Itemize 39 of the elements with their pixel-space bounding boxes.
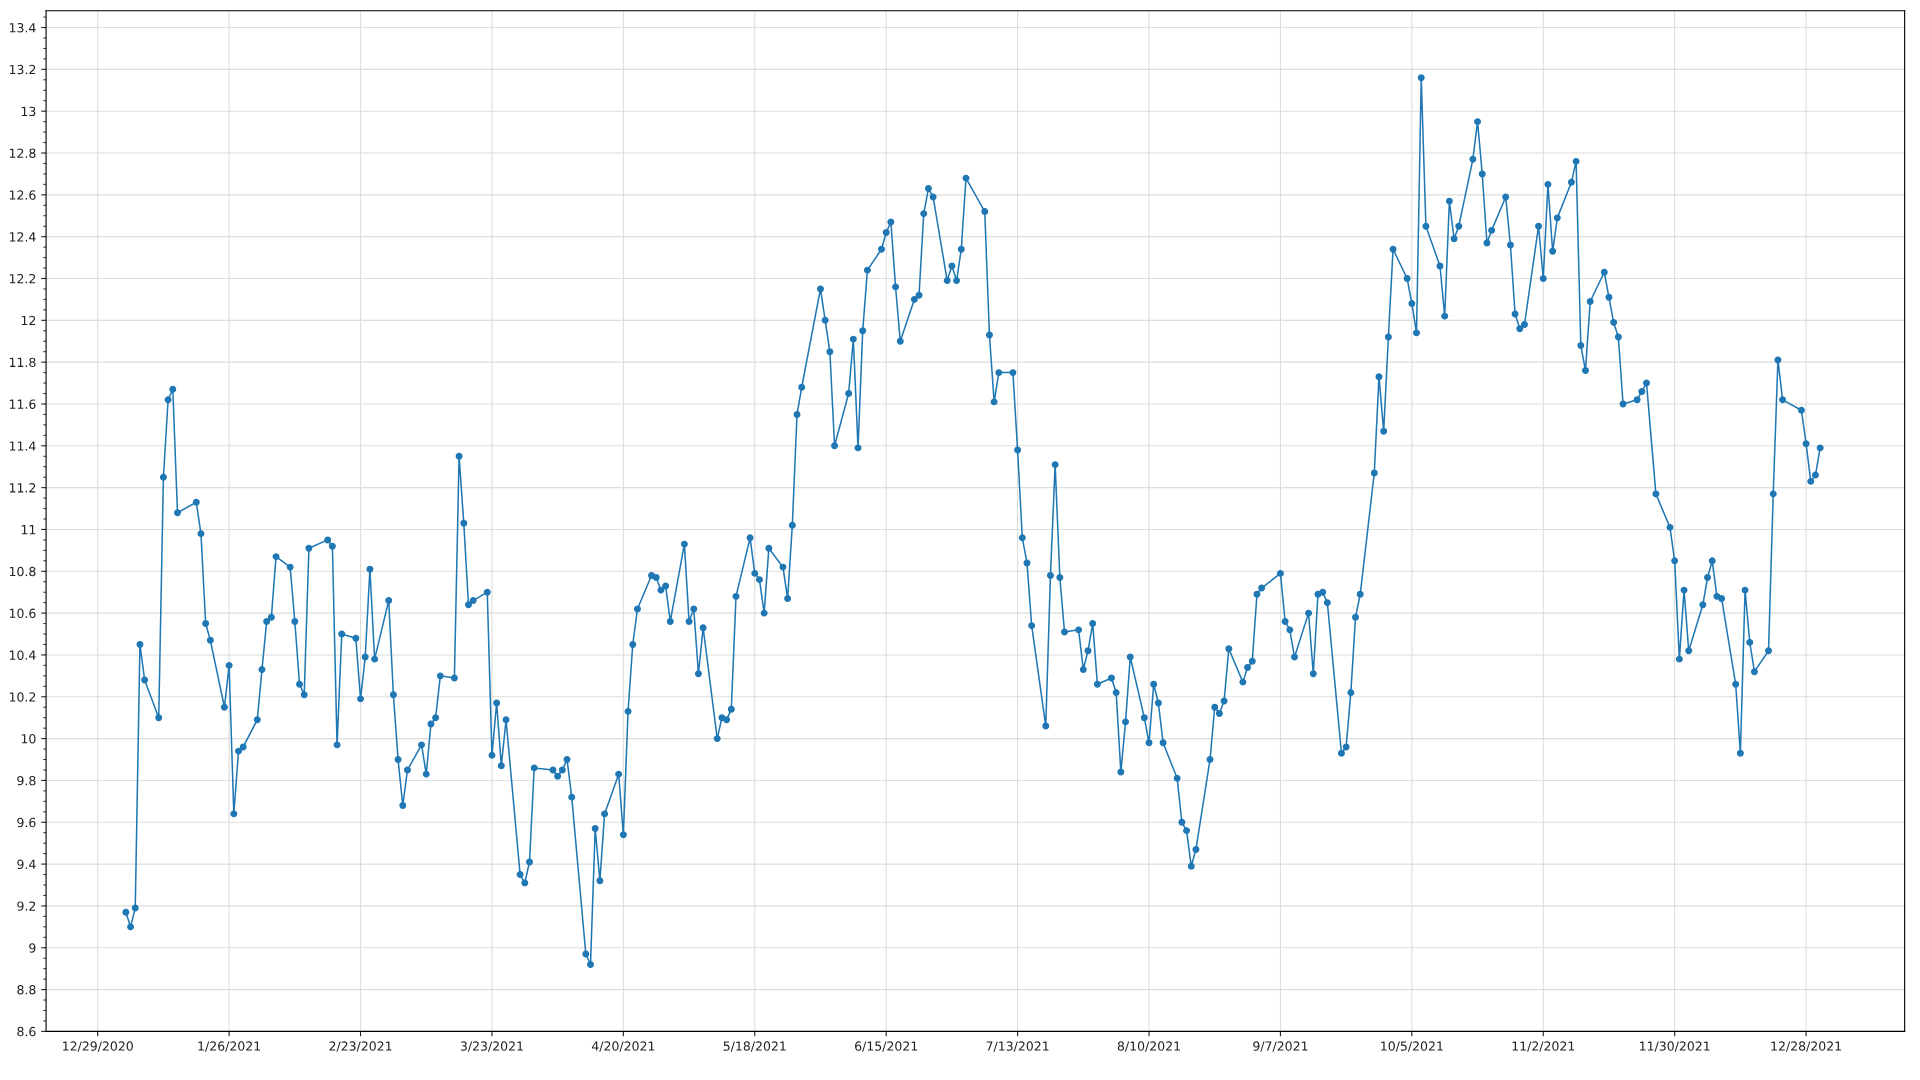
y-tick-label: 9.8 <box>17 775 36 786</box>
y-tick-label: 12.2 <box>9 273 36 284</box>
x-tick-label: 7/13/2021 <box>986 1041 1049 1052</box>
y-tick-label: 10.2 <box>9 692 36 702</box>
y-tick-label: 9.6 <box>17 817 36 828</box>
x-tick-label: 10/5/2021 <box>1381 1041 1443 1052</box>
y-tick-label: 9.4 <box>17 859 36 870</box>
y-tick-label: 10.8 <box>9 566 36 577</box>
y-tick-label: 11 <box>21 525 36 535</box>
y-tick-label: 13.2 <box>9 64 36 75</box>
x-tick-label: 11/2/2021 <box>1512 1041 1575 1052</box>
y-tick-label: 11.8 <box>9 357 36 368</box>
y-tick-label: 8.6 <box>17 1026 36 1037</box>
y-tick-label: 12.8 <box>9 148 36 158</box>
y-tick-label: 12.4 <box>9 232 36 242</box>
x-tick-label: 6/15/2021 <box>855 1041 918 1052</box>
y-tick-label: 11.4 <box>9 441 36 451</box>
y-tick-label: 12 <box>21 315 36 326</box>
y-tick-label: 13.4 <box>9 23 36 33</box>
x-tick-label: 12/28/2021 <box>1771 1041 1841 1052</box>
x-tick-label: 2/23/2021 <box>329 1041 392 1052</box>
y-tick-label: 10.6 <box>9 608 36 619</box>
x-tick-label: 8/10/2021 <box>1117 1041 1180 1052</box>
x-tick-label: 12/29/2020 <box>63 1041 133 1052</box>
y-tick-label: 8.8 <box>17 985 36 995</box>
y-tick-label: 13 <box>21 106 36 117</box>
y-tick-label: 12.6 <box>9 190 36 200</box>
y-tick-label: 9.2 <box>17 901 36 911</box>
x-tick-label: 9/7/2021 <box>1253 1041 1308 1052</box>
x-tick-label: 4/20/2021 <box>591 1041 655 1052</box>
y-tick-label: 11.6 <box>9 399 36 409</box>
x-tick-label: 5/18/2021 <box>723 1041 786 1052</box>
y-tick-label: 11.2 <box>9 483 36 493</box>
y-tick-label: 10 <box>21 734 36 744</box>
y-tick-label: 9 <box>29 943 36 953</box>
x-tick-label: 1/26/2021 <box>198 1041 261 1052</box>
x-tick-label: 3/23/2021 <box>460 1041 523 1052</box>
y-tick-label: 10.4 <box>9 650 36 660</box>
x-tick-label: 11/30/2021 <box>1640 1041 1710 1052</box>
